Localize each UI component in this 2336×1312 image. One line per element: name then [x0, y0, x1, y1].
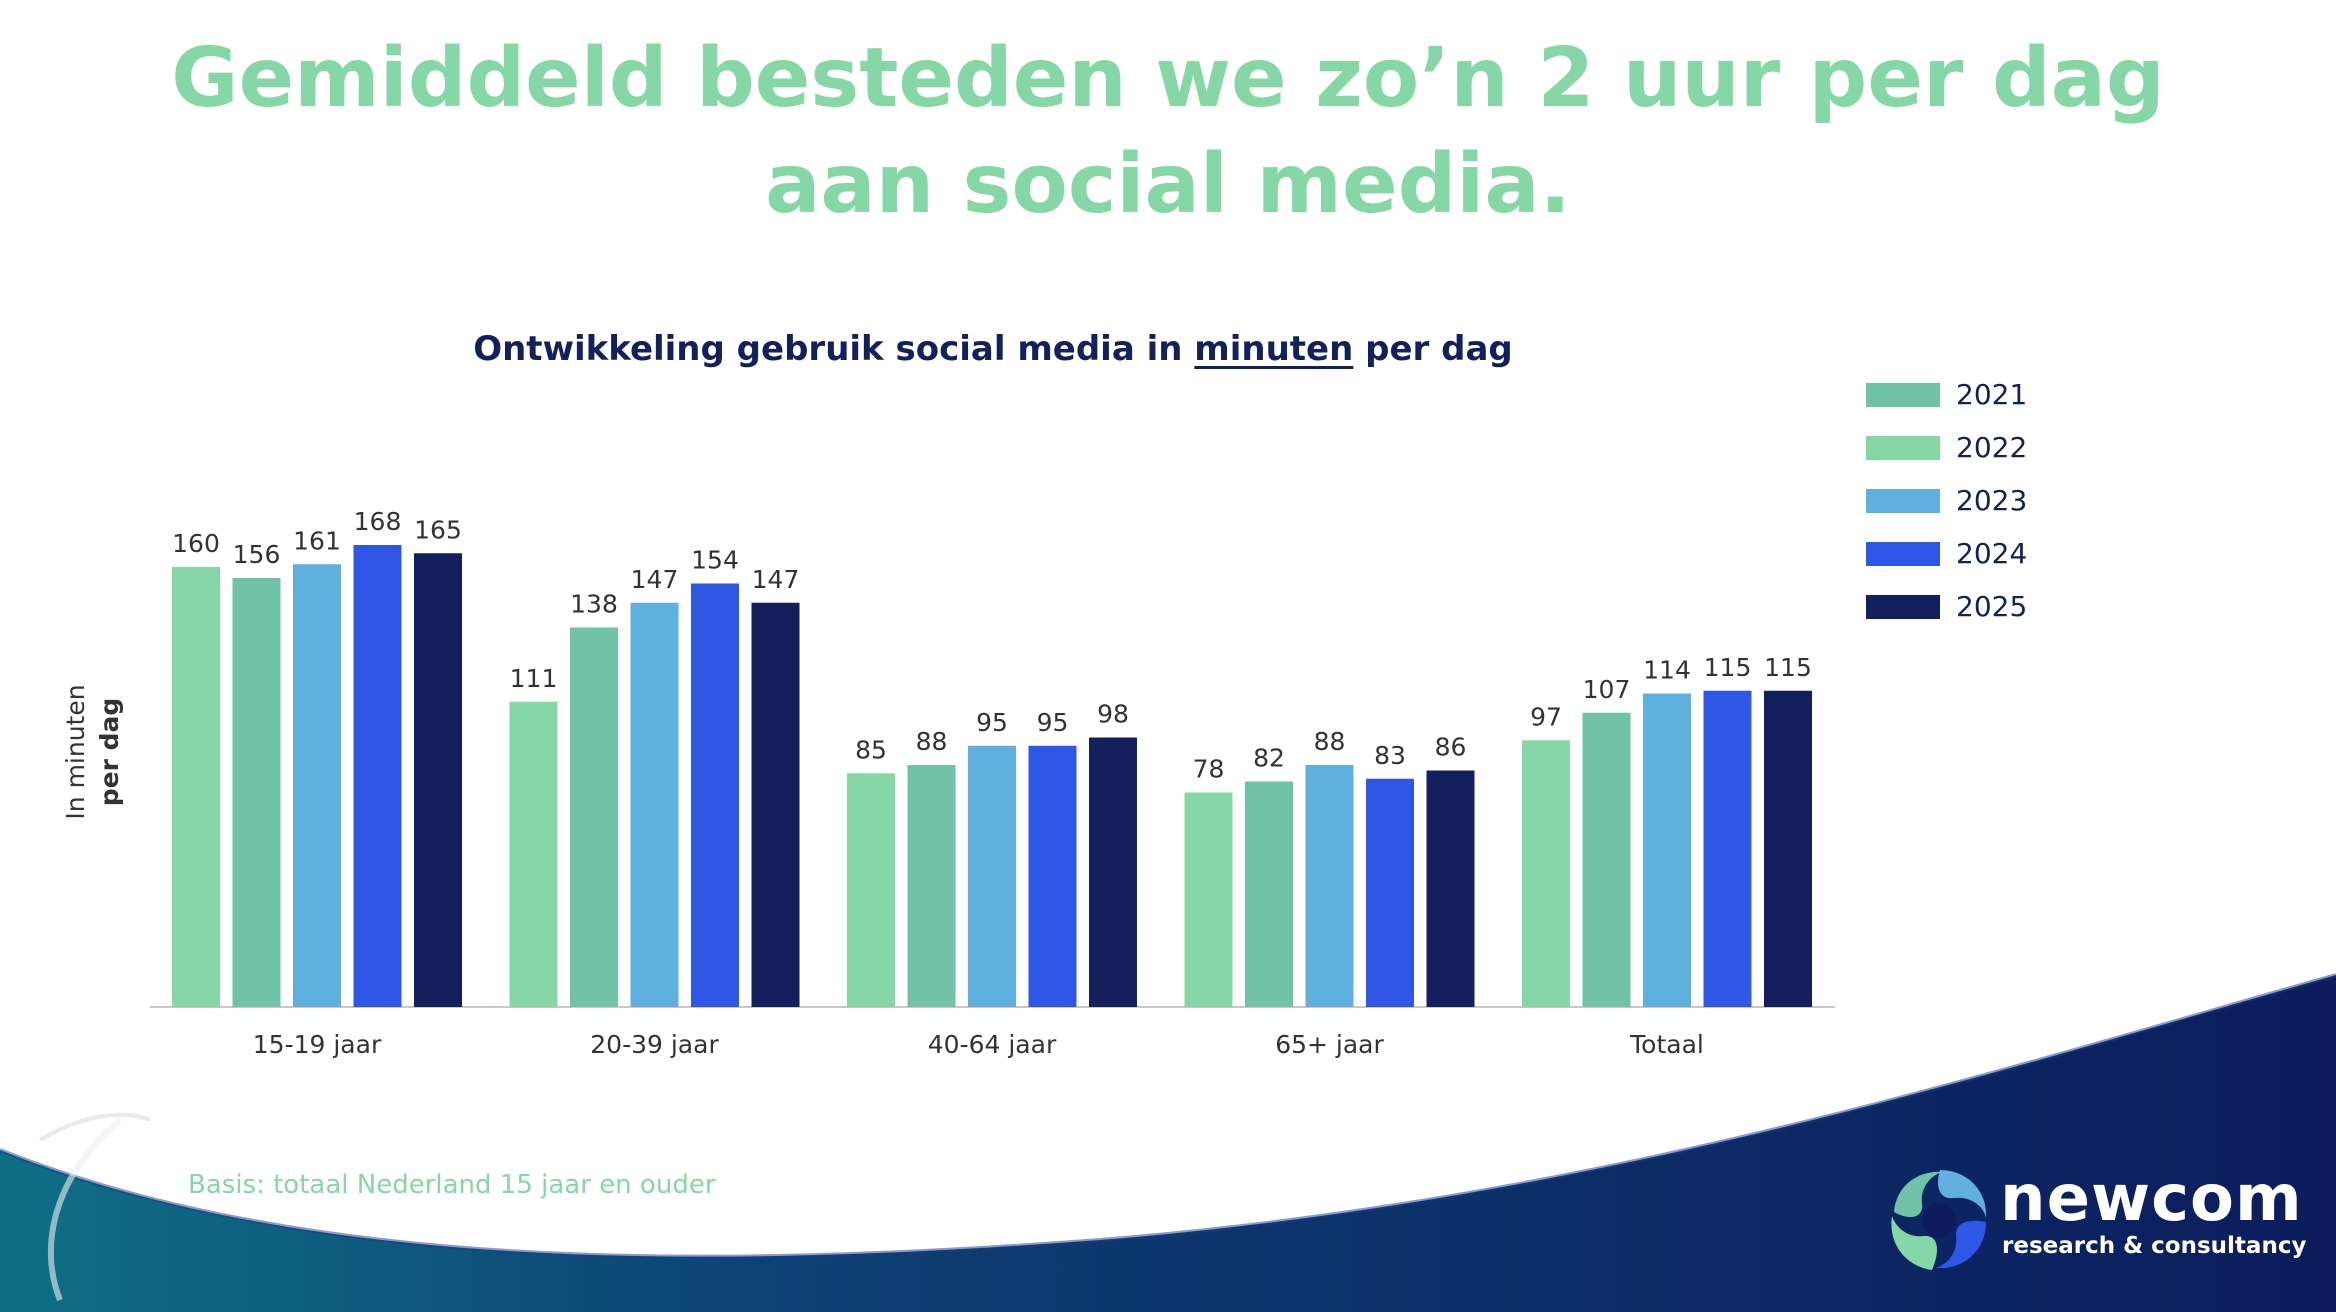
- logo-name: newcom: [2000, 1162, 2303, 1236]
- legend-swatch-2021: [1866, 383, 1940, 407]
- data-label-2021-4: 97: [1530, 702, 1562, 731]
- footnote-basis: Basis: totaal Nederland 15 jaar en ouder: [188, 1170, 716, 1200]
- legend-swatch-2022: [1866, 436, 1940, 460]
- chart-title: Ontwikkeling gebruik social media in min…: [440, 329, 1546, 369]
- data-label-2024-2: 95: [1037, 708, 1069, 737]
- bar-2021-4: [1522, 740, 1570, 1007]
- bar-2024-3: [1366, 778, 1414, 1007]
- legend-label-2022: 2022: [1956, 431, 2028, 464]
- bar-2025-3: [1426, 770, 1475, 1007]
- data-label-2024-4: 115: [1704, 653, 1752, 682]
- bar-2024-4: [1703, 690, 1752, 1007]
- bar-2024-1: [691, 583, 739, 1007]
- data-label-2025-4: 115: [1764, 653, 1812, 682]
- legend-item-2022: 2022: [1866, 431, 2126, 471]
- data-label-2025-1: 147: [752, 565, 800, 594]
- bar-2022-2: [907, 765, 956, 1007]
- data-label-2025-3: 86: [1435, 733, 1467, 762]
- newcom-logo: newcom research & consultancy: [1880, 1160, 2306, 1280]
- legend-swatch-2023: [1866, 489, 1940, 513]
- data-label-2022-0: 156: [233, 540, 281, 569]
- bar-2021-3: [1184, 792, 1233, 1007]
- y-axis-label: In minuten per dag: [61, 684, 124, 819]
- legend-item-2025: 2025: [1866, 590, 2126, 630]
- bar-2023-2: [968, 745, 1016, 1007]
- category-label-3: 65+ jaar: [1275, 1030, 1384, 1059]
- bar-2023-1: [630, 602, 679, 1007]
- y-axis-label-line-2: per dag: [95, 698, 124, 807]
- bar-2024-2: [1028, 745, 1077, 1007]
- bar-2025-2: [1089, 737, 1137, 1007]
- category-label-2: 40-64 jaar: [928, 1030, 1057, 1059]
- bar-2024-0: [353, 545, 402, 1007]
- chart-title-part-1: Ontwikkeling gebruik social media in: [473, 329, 1195, 369]
- bar-2022-1: [570, 627, 618, 1007]
- data-label-2021-2: 85: [855, 735, 887, 764]
- y-axis-label-line-1: In minuten: [61, 684, 90, 819]
- newcom-logo-mark-icon: [1891, 1170, 1987, 1270]
- bar-2025-0: [414, 553, 462, 1007]
- data-label-2021-3: 78: [1193, 755, 1225, 784]
- data-label-2023-2: 95: [976, 708, 1008, 737]
- bar-2023-4: [1643, 693, 1691, 1007]
- bar-2025-1: [751, 602, 800, 1007]
- data-label-2024-1: 154: [691, 546, 739, 575]
- data-label-2022-3: 82: [1253, 744, 1285, 773]
- data-label-2022-2: 88: [916, 727, 948, 756]
- data-label-2023-3: 88: [1314, 727, 1346, 756]
- data-label-2025-0: 165: [414, 515, 462, 544]
- legend-swatch-2024: [1866, 542, 1940, 566]
- bar-2022-0: [232, 578, 281, 1007]
- data-label-2021-0: 160: [172, 529, 220, 558]
- data-label-2024-3: 83: [1374, 741, 1406, 770]
- legend-label-2021: 2021: [1956, 378, 2028, 411]
- bar-2021-2: [847, 773, 895, 1007]
- data-label-2023-1: 147: [631, 565, 679, 594]
- category-label-0: 15-19 jaar: [253, 1030, 382, 1059]
- bar-2022-3: [1245, 781, 1293, 1007]
- bar-2025-4: [1764, 690, 1812, 1007]
- data-label-2023-0: 161: [293, 526, 341, 555]
- legend-label-2025: 2025: [1956, 590, 2028, 623]
- category-label-1: 20-39 jaar: [590, 1030, 719, 1059]
- bar-2023-3: [1305, 765, 1354, 1007]
- data-label-2025-2: 98: [1097, 700, 1129, 729]
- bar-2021-0: [172, 567, 220, 1007]
- category-label-4: Totaal: [1629, 1030, 1704, 1059]
- chart-title-part-3: per dag: [1353, 329, 1513, 369]
- chart-title-part-2: minuten: [1194, 329, 1354, 369]
- data-label-2023-4: 114: [1643, 656, 1691, 685]
- legend-swatch-2025: [1866, 595, 1940, 619]
- data-label-2021-1: 111: [510, 664, 558, 693]
- bar-2022-4: [1582, 712, 1631, 1007]
- bar-2021-1: [509, 701, 558, 1007]
- data-label-2022-1: 138: [570, 590, 618, 619]
- page-headline: Gemiddeld besteden we zo’n 2 uur per dag…: [171, 31, 2165, 232]
- legend-item-2024: 2024: [1866, 537, 2126, 577]
- logo-tagline: research & consultancy: [2002, 1233, 2307, 1259]
- legend-label-2024: 2024: [1956, 537, 2028, 570]
- legend-item-2023: 2023: [1866, 484, 2126, 524]
- data-label-2024-0: 168: [354, 507, 402, 536]
- legend-label-2023: 2023: [1956, 484, 2028, 517]
- legend-item-2021: 2021: [1866, 378, 2126, 418]
- data-label-2022-4: 107: [1583, 675, 1631, 704]
- bar-2023-0: [293, 564, 341, 1007]
